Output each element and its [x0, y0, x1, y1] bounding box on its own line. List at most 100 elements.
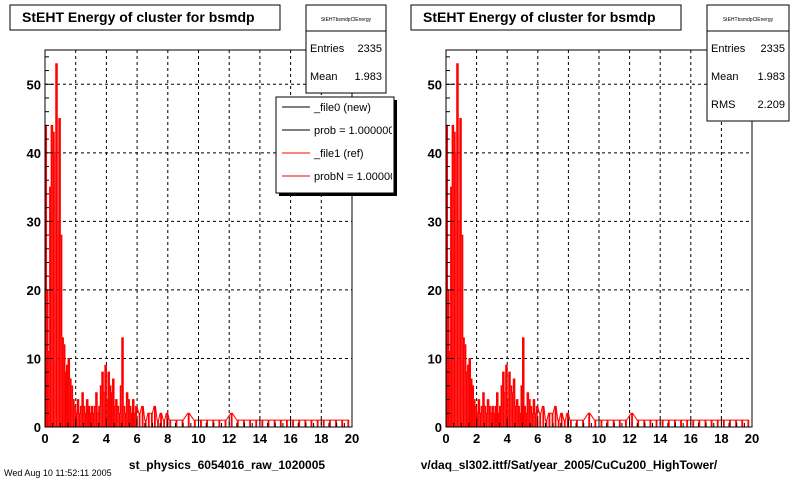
- histogram-bar: [716, 420, 719, 427]
- histogram-bar: [692, 420, 695, 427]
- x-axis-label: v/daq_sl302.ittf/Sat/year_2005/CuCu200_H…: [421, 458, 718, 472]
- histogram-bar: [542, 406, 545, 427]
- stats-value: 2335: [761, 43, 785, 55]
- histogram-bar: [461, 235, 463, 427]
- histogram-bar: [566, 413, 569, 427]
- histogram-bar: [126, 392, 128, 427]
- histogram-bar: [298, 420, 301, 427]
- histogram-bar: [55, 63, 58, 427]
- histogram-bar: [534, 413, 537, 427]
- x-tick-label: 0: [41, 431, 48, 446]
- stats-value: 2.209: [757, 99, 785, 111]
- legend-label: _file1 (ref): [313, 148, 364, 160]
- histogram-bar: [124, 413, 127, 427]
- histogram-bar: [81, 392, 84, 427]
- histogram-bar: [490, 413, 492, 427]
- histogram-bar: [655, 420, 658, 427]
- chart-title: StEHT Energy of cluster for bsmdp: [9, 4, 281, 31]
- histogram-bar: [224, 420, 227, 427]
- x-tick-label: 20: [745, 431, 759, 446]
- x-tick-label: 18: [714, 431, 728, 446]
- histogram-bar: [117, 406, 119, 427]
- histogram-bar: [704, 420, 707, 427]
- histogram-bar: [49, 187, 52, 427]
- histogram-bar: [661, 420, 664, 427]
- histogram-bar: [120, 385, 122, 427]
- histogram-bar: [449, 351, 451, 427]
- histogram-bar: [527, 392, 529, 427]
- x-tick-label: 6: [133, 431, 140, 446]
- histogram-bar: [475, 406, 477, 427]
- histogram-bar: [525, 413, 528, 427]
- x-tick-label: 8: [164, 431, 171, 446]
- histogram-bar: [649, 420, 652, 427]
- histogram-bar: [582, 420, 585, 427]
- histogram-bar: [273, 420, 276, 427]
- stats-label: Mean: [711, 71, 739, 83]
- histogram-bar: [551, 413, 554, 427]
- histogram-bar: [517, 406, 520, 427]
- histogram-bar: [104, 365, 107, 427]
- histogram-bar: [94, 406, 96, 427]
- histogram-bar: [328, 420, 331, 427]
- histogram-bar: [453, 132, 456, 427]
- x-tick-label: 8: [565, 431, 572, 446]
- histogram-bar: [511, 392, 514, 427]
- y-tick-label: 30: [27, 214, 41, 229]
- stats-box-frame: [706, 4, 790, 122]
- histogram-bar: [686, 420, 689, 427]
- histogram-bar: [106, 399, 108, 427]
- histogram-bar: [141, 406, 144, 427]
- histogram-bar: [107, 372, 110, 427]
- histogram-bar: [64, 372, 67, 427]
- histogram-bar: [71, 385, 73, 427]
- histogram-bar: [514, 406, 517, 427]
- histogram-bar: [485, 413, 488, 427]
- x-tick-label: 0: [442, 431, 449, 446]
- x-tick-label: 10: [592, 431, 606, 446]
- histogram-bar: [618, 420, 621, 427]
- histogram-bar: [109, 385, 112, 427]
- x-tick-label: 16: [684, 431, 698, 446]
- histogram-bar: [347, 420, 350, 427]
- histogram-bar: [637, 420, 640, 427]
- histogram-bar: [138, 413, 141, 427]
- x-tick-label: 2: [72, 431, 79, 446]
- stats-box: StEHTbsmdpClEnergy Entries 2335 Mean 1.983 RM…: [706, 4, 790, 122]
- histogram-bar: [462, 337, 465, 427]
- histogram-bar: [533, 399, 535, 427]
- histogram-bar: [51, 125, 53, 428]
- histogram-bar: [643, 420, 646, 427]
- stats-label: Entries: [711, 43, 746, 55]
- histogram-bar: [255, 420, 258, 427]
- histogram-bar: [83, 406, 85, 427]
- corner-note: Wed Aug 10 11:52:11 2005: [4, 468, 112, 478]
- histogram-bar: [667, 420, 670, 427]
- legend-frame: [275, 96, 395, 194]
- histogram-bar: [510, 385, 512, 427]
- histogram-outline: [44, 63, 349, 427]
- histogram-bar: [504, 392, 506, 427]
- histogram-bar: [144, 420, 147, 427]
- x-tick-label: 4: [504, 431, 512, 446]
- histogram-bar: [80, 406, 82, 427]
- histogram-bar: [292, 420, 294, 427]
- histogram-bar: [322, 420, 325, 427]
- histogram-bar: [166, 413, 169, 427]
- histogram-bar: [530, 406, 532, 427]
- histogram-bar: [169, 420, 172, 427]
- histogram-bar: [522, 337, 525, 427]
- y-tick-label: 0: [34, 420, 41, 435]
- y-tick-label: 20: [428, 283, 442, 298]
- x-tick-label: 20: [345, 431, 359, 446]
- histogram-bar: [450, 187, 453, 427]
- histogram-bar: [531, 413, 534, 427]
- histogram-outline: [445, 63, 749, 427]
- title-text: StEHT Energy of cluster for bsmdp: [22, 9, 255, 25]
- histogram-bar: [98, 406, 101, 427]
- histogram-bar: [539, 413, 542, 427]
- histogram-bar: [112, 379, 115, 427]
- histogram-bar: [279, 420, 282, 427]
- y-tick-label: 30: [428, 214, 442, 229]
- grid: [446, 50, 752, 427]
